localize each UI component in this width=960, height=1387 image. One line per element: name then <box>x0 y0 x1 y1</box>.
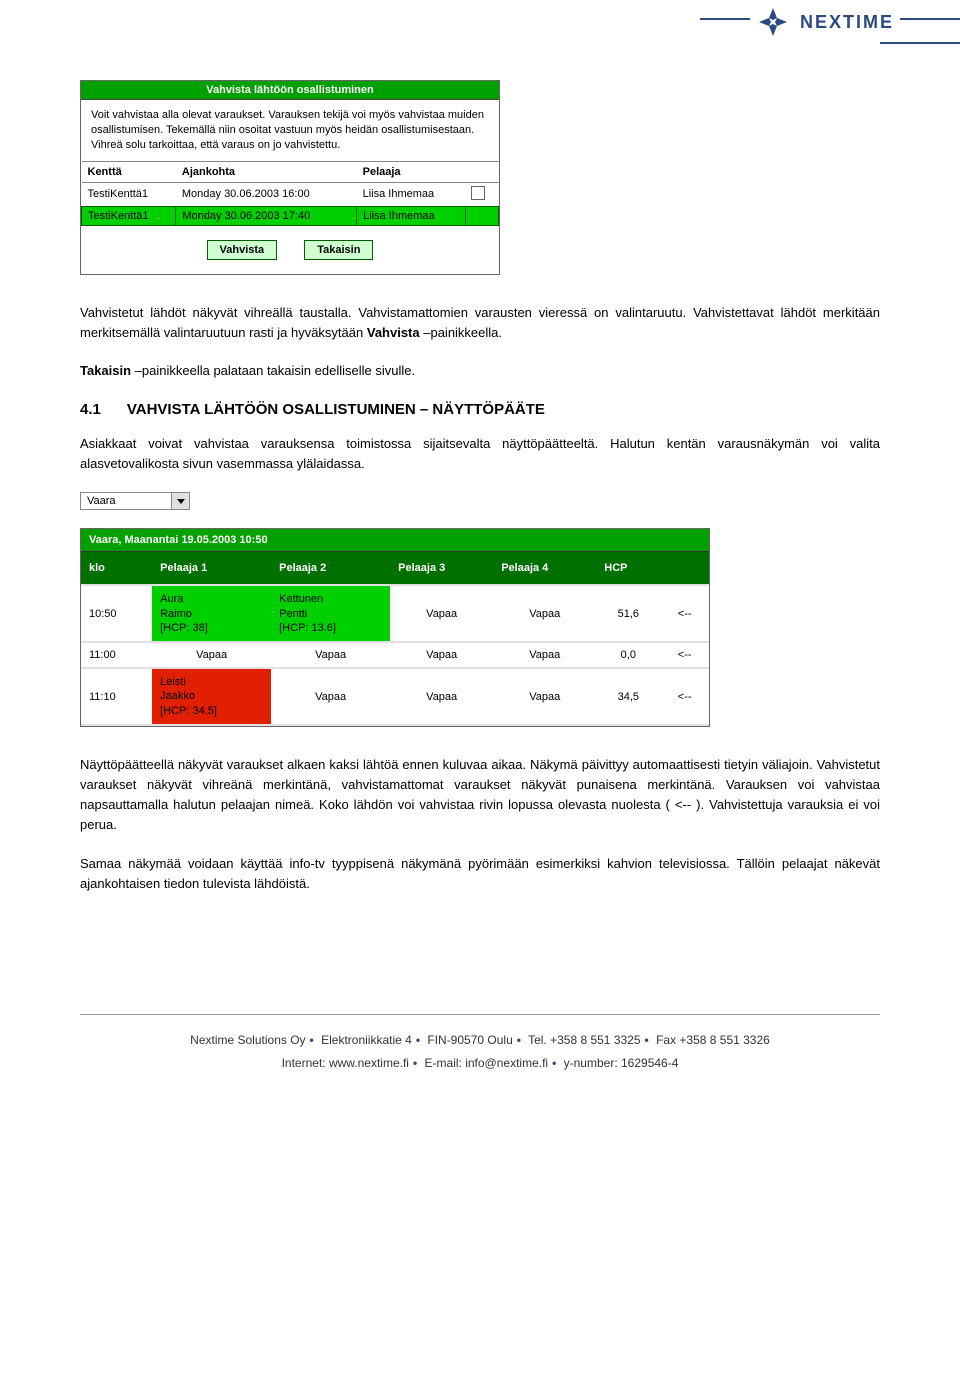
confirm-row-arrow[interactable]: <-- <box>660 668 709 725</box>
cell-player: Liisa Ihmemaa <box>357 206 466 225</box>
table-row: 10:50 Aura Raimo [HCP: 38] Kettunen Pent… <box>81 585 709 642</box>
player-cell-free[interactable]: Vapaa <box>152 642 271 668</box>
player-cell-confirmed[interactable]: Aura Raimo [HCP: 38] <box>152 585 271 642</box>
col-p4: Pelaaja 4 <box>493 552 596 585</box>
player-cell-unconfirmed[interactable]: Leisti Jaakko [HCP: 34.5] <box>152 668 271 725</box>
cell-hcp: 34,5 <box>596 668 660 725</box>
dropdown-button[interactable] <box>171 493 189 509</box>
confirm-row-arrow[interactable]: <-- <box>660 585 709 642</box>
terminal-screenshot: Vaara, Maanantai 19.05.2003 10:50 klo Pe… <box>80 528 710 727</box>
section-title: VAHVISTA LÄHTÖÖN OSALLISTUMINEN – NÄYTTÖ… <box>127 401 545 418</box>
table-row: TestiKenttä1 Monday 30.06.2003 17:40 Lii… <box>82 206 499 225</box>
confirm-row-arrow[interactable]: <-- <box>660 642 709 668</box>
player-cell-free[interactable]: Vapaa <box>390 642 493 668</box>
table-row: 11:10 Leisti Jaakko [HCP: 34.5] Vapaa Va… <box>81 668 709 725</box>
col-field: Kenttä <box>82 161 176 182</box>
player-cell-free[interactable]: Vapaa <box>493 668 596 725</box>
cell-check <box>465 206 498 225</box>
paragraph: Asiakkaat voivat vahvistaa varauksensa t… <box>80 434 880 474</box>
col-time: Ajankohta <box>176 161 357 182</box>
table-row: 11:00 Vapaa Vapaa Vapaa Vapaa 0,0 <-- <box>81 642 709 668</box>
cell-hcp: 51,6 <box>596 585 660 642</box>
paragraph: Näyttöpäätteellä näkyvät varaukset alkae… <box>80 755 880 836</box>
player-cell-free[interactable]: Vapaa <box>390 668 493 725</box>
confirm-checkbox[interactable] <box>471 186 485 200</box>
footer-line-2: Internet: www.nextime.fi• E-mail: info@n… <box>80 1052 880 1075</box>
brand-name: NEXTIME <box>800 12 894 33</box>
tee-time-table: klo Pelaaja 1 Pelaaja 2 Pelaaja 3 Pelaaj… <box>81 552 709 726</box>
paragraph: Takaisin –painikkeella palataan takaisin… <box>80 361 880 381</box>
cell-field: TestiKenttä1 <box>82 206 176 225</box>
dialog-title: Vahvista lähtöön osallistuminen <box>81 81 499 100</box>
player-cell-free[interactable]: Vapaa <box>493 585 596 642</box>
section-number: 4.1 <box>80 401 101 418</box>
player-cell-confirmed[interactable]: Kettunen Pentti [HCP: 13.6] <box>271 585 390 642</box>
player-cell-free[interactable]: Vapaa <box>390 585 493 642</box>
cell-time: Monday 30.06.2003 17:40 <box>176 206 357 225</box>
logo-mark-icon <box>756 5 790 39</box>
table-row: TestiKenttä1 Monday 30.06.2003 16:00 Lii… <box>82 182 499 206</box>
cell-time: 10:50 <box>81 585 152 642</box>
player-cell-free[interactable]: Vapaa <box>493 642 596 668</box>
back-button[interactable]: Takaisin <box>304 240 373 260</box>
col-p1: Pelaaja 1 <box>152 552 271 585</box>
cell-player: Liisa Ihmemaa <box>357 182 466 206</box>
field-dropdown[interactable]: Vaara <box>80 492 190 510</box>
col-arrow <box>660 552 709 585</box>
confirm-button[interactable]: Vahvista <box>207 240 278 260</box>
page-footer: Nextime Solutions Oy• Elektroniikkatie 4… <box>80 1014 880 1075</box>
chevron-down-icon <box>177 499 185 504</box>
cell-time: 11:00 <box>81 642 152 668</box>
brand-logo: NEXTIME <box>750 5 900 39</box>
terminal-title: Vaara, Maanantai 19.05.2003 10:50 <box>81 529 709 552</box>
col-p3: Pelaaja 3 <box>390 552 493 585</box>
col-time: klo <box>81 552 152 585</box>
cell-time: 11:10 <box>81 668 152 725</box>
confirm-table: Kenttä Ajankohta Pelaaja TestiKenttä1 Mo… <box>81 161 499 226</box>
dialog-buttons: Vahvista Takaisin <box>81 226 499 274</box>
cell-field: TestiKenttä1 <box>82 182 176 206</box>
header-rule-bottom <box>880 42 960 44</box>
player-cell-free[interactable]: Vapaa <box>271 668 390 725</box>
cell-check <box>465 182 498 206</box>
paragraph: Vahvistetut lähdöt näkyvät vihreällä tau… <box>80 303 880 343</box>
confirm-dialog-screenshot: Vahvista lähtöön osallistuminen Voit vah… <box>80 80 500 275</box>
col-hcp: HCP <box>596 552 660 585</box>
col-p2: Pelaaja 2 <box>271 552 390 585</box>
dialog-desc: Voit vahvistaa alla olevat varaukset. Va… <box>81 100 499 161</box>
dropdown-value: Vaara <box>81 493 171 509</box>
page-header: NEXTIME <box>80 0 880 70</box>
cell-hcp: 0,0 <box>596 642 660 668</box>
col-player: Pelaaja <box>357 161 466 182</box>
paragraph: Samaa näkymää voidaan käyttää info-tv ty… <box>80 854 880 894</box>
cell-time: Monday 30.06.2003 16:00 <box>176 182 357 206</box>
section-heading: 4.1 VAHVISTA LÄHTÖÖN OSALLISTUMINEN – NÄ… <box>80 401 880 418</box>
table-header-row: klo Pelaaja 1 Pelaaja 2 Pelaaja 3 Pelaaj… <box>81 552 709 585</box>
footer-line-1: Nextime Solutions Oy• Elektroniikkatie 4… <box>80 1029 880 1052</box>
col-check <box>465 161 498 182</box>
player-cell-free[interactable]: Vapaa <box>271 642 390 668</box>
